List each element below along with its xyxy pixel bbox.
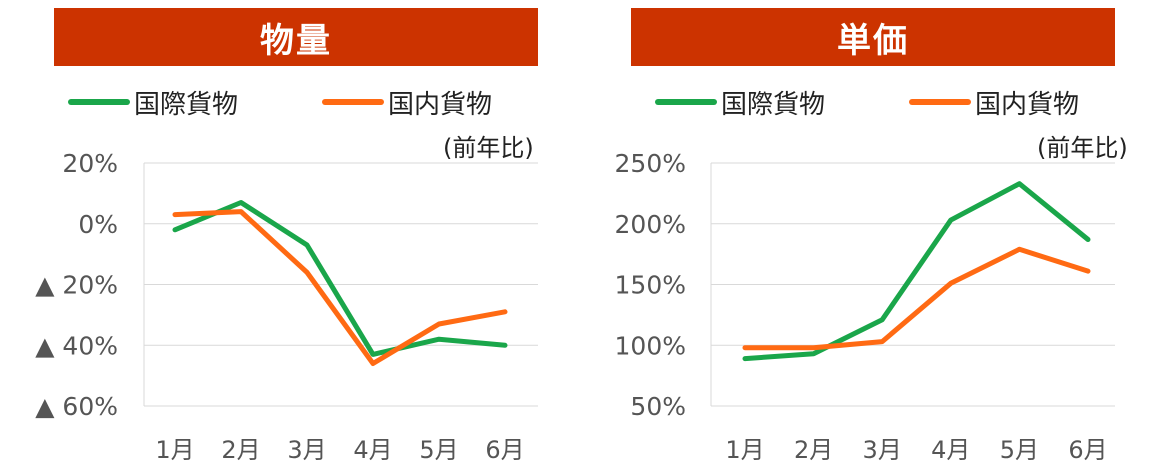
series-line-domestic [742, 246, 1091, 351]
y-tick-label: 50% [630, 392, 686, 421]
x-tick-label: 2月 [794, 436, 833, 464]
chart-note: (前年比) [443, 134, 534, 162]
legend-swatch-international [655, 99, 717, 105]
x-tick-label: 6月 [485, 436, 524, 464]
x-tick-label: 3月 [863, 436, 902, 464]
legend-item-domestic: 国内貨物 [322, 84, 492, 120]
legend-item-domestic: 国内貨物 [909, 84, 1079, 120]
y-tick-label: 200% [615, 210, 686, 239]
y-tick-label: 0% [78, 210, 118, 239]
x-tick-label: 1月 [155, 436, 194, 464]
x-tick-label: 5月 [1000, 436, 1039, 464]
panel-title-banner: 単価 [631, 8, 1115, 66]
series-line-domestic [172, 209, 508, 366]
legend-swatch-domestic [322, 99, 384, 105]
legend-swatch-international [68, 99, 130, 105]
x-tick-label: 1月 [725, 436, 764, 464]
panel-title: 物量 [260, 20, 332, 61]
legend-label: 国際貨物 [721, 89, 826, 120]
x-tick-label: 4月 [353, 436, 392, 464]
panel-title: 単価 [837, 20, 909, 61]
legend-label: 国内貨物 [388, 89, 493, 120]
y-tick-label: 100% [615, 331, 686, 360]
legend-swatch-domestic [909, 99, 971, 105]
legend-label: 国際貨物 [134, 89, 239, 120]
legend-item-international: 国際貨物 [655, 84, 825, 120]
y-tick-label: 250% [615, 149, 686, 178]
x-tick-label: 4月 [931, 436, 970, 464]
x-tick-label: 3月 [287, 436, 326, 464]
series-line-international [742, 181, 1091, 362]
volume-panel: 物量 国際貨物 国内貨物 (前年比) [54, 8, 538, 162]
y-tick-label: 150% [615, 271, 686, 300]
x-tick-label: 5月 [419, 436, 458, 464]
y-tick-label: 20% [62, 149, 118, 178]
y-tick-label: ▲ 60% [35, 392, 118, 421]
chart-note: (前年比) [1037, 134, 1128, 162]
series-line-international [172, 200, 508, 357]
panel-title-banner: 物量 [54, 8, 538, 66]
x-tick-label: 2月 [221, 436, 260, 464]
legend-item-international: 国際貨物 [68, 84, 238, 120]
y-tick-label: ▲ 20% [35, 271, 118, 300]
y-tick-label: ▲ 40% [35, 331, 118, 360]
x-tick-label: 6月 [1068, 436, 1107, 464]
unit-price-panel: 単価 国際貨物 国内貨物 (前年比) [575, 0, 1150, 471]
legend-label: 国内貨物 [975, 89, 1080, 120]
